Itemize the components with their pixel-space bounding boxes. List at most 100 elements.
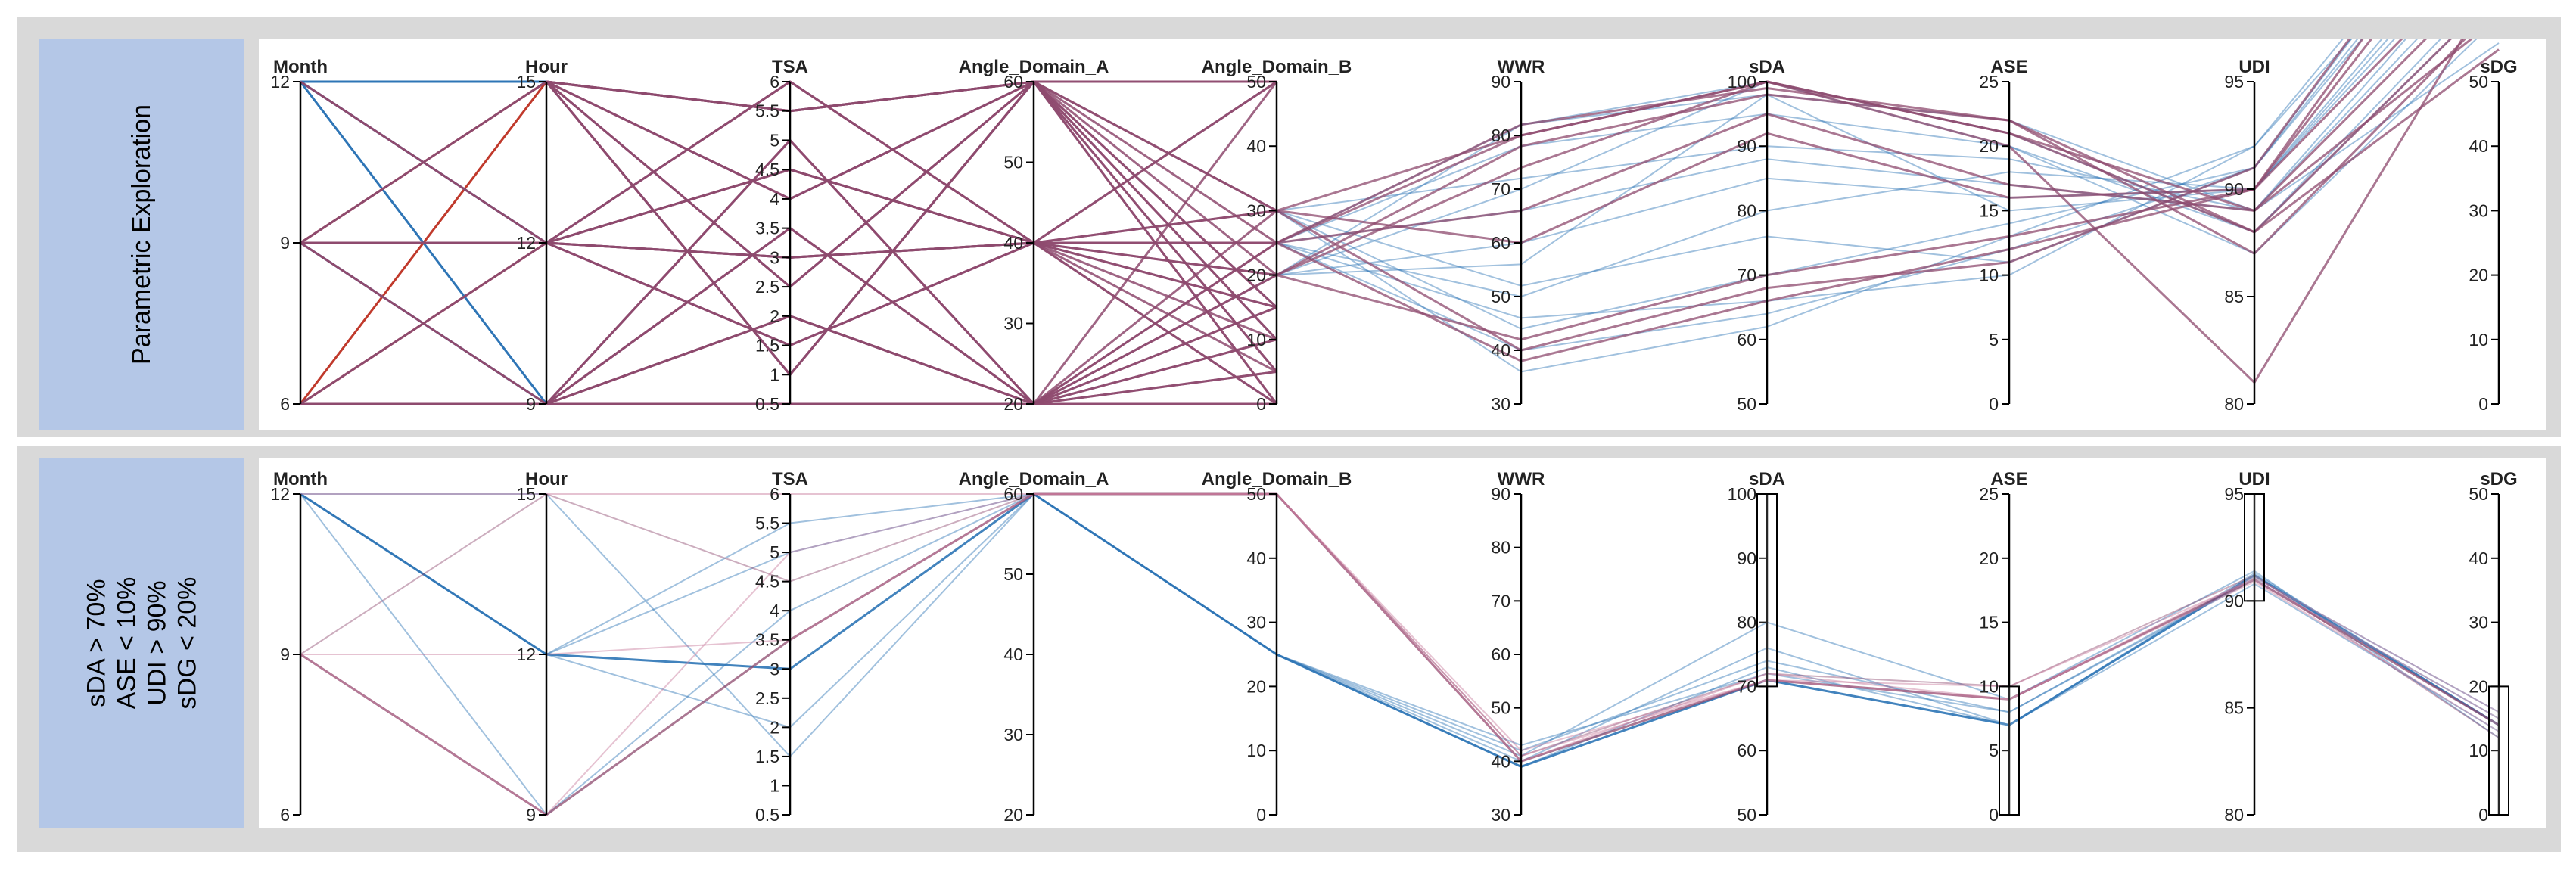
panel-2-tick-label: 9 bbox=[526, 805, 536, 825]
panel-2-tick-label: 50 bbox=[1737, 805, 1756, 825]
panel-1-tick-label: 30 bbox=[1246, 200, 1266, 220]
panel-1-blue-cont-line bbox=[1276, 0, 2424, 276]
panel-1-tick-label: 6 bbox=[280, 394, 290, 414]
panel-2-tick-label: 50 bbox=[2469, 484, 2488, 504]
panel-1-mauve-cont-line bbox=[1276, 0, 2492, 244]
panel-1-tick-label: 40 bbox=[2469, 136, 2488, 156]
panel-1-blue-cont-line bbox=[1276, 0, 2480, 244]
panel-2-tick-label: 60 bbox=[1737, 741, 1756, 760]
panel-2-tick-label: 50 bbox=[1246, 484, 1266, 504]
panel-1-blue-cont-line bbox=[1276, 0, 2432, 276]
panel-1-axes: Month 6 9 12 Hour 9 12 15 TSA 0.5 1 1.5 2 2.5 3 3.5 4 4.5… bbox=[270, 57, 2517, 414]
panel-2-tick-label: 90 bbox=[1491, 484, 1510, 504]
panel-1-axis-title: Angle_Domain_A bbox=[959, 57, 1109, 77]
panel-2-brush-sDA[interactable] bbox=[1756, 493, 1778, 688]
panel-1-mauve-discrete-line bbox=[546, 80, 1277, 259]
panel-1-tick-label: 1 bbox=[770, 365, 779, 384]
panel-1-mauve-discrete-line bbox=[546, 80, 1277, 212]
panel-2-tick-label: 20 bbox=[1979, 548, 1999, 568]
panel-1-tick-label: 9 bbox=[526, 394, 536, 414]
panel-1-tick-label: 0 bbox=[1256, 394, 1266, 414]
panel-2-axis-title: ASE bbox=[1990, 469, 2027, 489]
panel-1-axis-title: WWR bbox=[1498, 57, 1545, 77]
panel-2-tick-label: 0.5 bbox=[755, 805, 779, 825]
panel-2-tick-label: 40 bbox=[1246, 548, 1266, 568]
panel-2-brush-sDG[interactable] bbox=[2488, 685, 2509, 816]
panel-1-blue-cont-line bbox=[1276, 0, 2396, 330]
panel-1-tick-label: 70 bbox=[1737, 266, 1756, 285]
panel-2-s1-line bbox=[300, 492, 2500, 768]
panel-1-tick-label: 90 bbox=[1737, 136, 1756, 156]
panel-2-tick-label: 30 bbox=[2469, 613, 2488, 632]
panel-2-tick-label: 10 bbox=[1979, 676, 1999, 696]
panel-1-tick-label: 10 bbox=[1979, 266, 1999, 285]
panel-1-mauve-discrete-line bbox=[545, 139, 1277, 405]
panel-2-tick-label: 2 bbox=[770, 717, 779, 737]
panel-1-tick-label: 50 bbox=[1491, 287, 1510, 306]
panel-1-tick-label: 2.5 bbox=[755, 277, 779, 297]
panel-2-tick-label: 40 bbox=[1003, 645, 1023, 664]
panel-2-s2-line bbox=[300, 493, 2500, 757]
panel-2-axis-title: TSA bbox=[772, 469, 808, 489]
panel-1-lines bbox=[299, 0, 2500, 405]
panel-2-s6-line bbox=[300, 493, 2500, 768]
panel-2-tick-label: 1.5 bbox=[755, 747, 779, 766]
panel-1-tick-label: 80 bbox=[1737, 200, 1756, 220]
panel-1-tick-label: 5 bbox=[770, 130, 779, 150]
panel-1-mauve-discrete-line bbox=[545, 80, 1278, 376]
panel-2-axis-title: Angle_Domain_B bbox=[1202, 469, 1352, 489]
panel-1-blue-cont-line bbox=[1276, 17, 2500, 276]
panel-2-tick-label: 6 bbox=[770, 484, 779, 504]
panel-1-tick-label: 20 bbox=[1003, 394, 1023, 414]
panel-1-blue-cont-line bbox=[1276, 0, 2416, 297]
panel-1-mauve-cont-line bbox=[1276, 0, 2487, 384]
panel-1-tick-label: 30 bbox=[1491, 394, 1510, 414]
panel-1-tick-label: 40 bbox=[1491, 340, 1510, 360]
panel-2-s11-line bbox=[300, 493, 2500, 816]
panel-2-s9-line bbox=[300, 493, 2500, 752]
panel-2-tick-label: 5 bbox=[770, 542, 779, 562]
panel-1-mauve-discrete-line bbox=[546, 274, 1277, 405]
panel-1-tick-label: 0 bbox=[2478, 394, 2488, 414]
panel-2-brush-UDI[interactable] bbox=[2244, 493, 2265, 602]
panel-2-lines bbox=[300, 492, 2500, 816]
panel-1-axis-title: TSA bbox=[772, 57, 808, 77]
panel-2-tick-label: 90 bbox=[1737, 548, 1756, 568]
panel-2-tick-label: 30 bbox=[1246, 613, 1266, 632]
panel-2-tick-label: 0 bbox=[1989, 805, 1999, 825]
panel-1-tick-label: 10 bbox=[2469, 330, 2488, 350]
panel-2-s8-line bbox=[300, 493, 2500, 757]
panel-2-tick-label: 25 bbox=[1979, 484, 1999, 504]
panel-1-tick-label: 0.5 bbox=[755, 394, 779, 414]
panel-2-brush-ASE[interactable] bbox=[1999, 685, 2020, 816]
panel-1-tick-label: 20 bbox=[1979, 136, 1999, 156]
panel-1-mauve-cont-line bbox=[1276, 0, 2442, 244]
panel-2-parallel-coordinates-chart: Month 6 9 12 Hour 9 12 15 TSA 0.5 1 1.5 2 2.5 3 3.5 4 4.5… bbox=[270, 469, 2517, 825]
panel-2-tick-label: 20 bbox=[1003, 805, 1023, 825]
panel-1-mauve-cont-line bbox=[1276, 0, 2392, 362]
panel-1-tick-label: 80 bbox=[1491, 126, 1510, 145]
panel-1-mauve-cont-line bbox=[1276, 48, 2500, 244]
panel-2-s5-line bbox=[300, 493, 2500, 747]
panel-2-tick-label: 3 bbox=[770, 659, 779, 679]
panel-2-label-line: sDA > 70% bbox=[82, 579, 110, 707]
panel-2-tick-label: 0 bbox=[2478, 805, 2488, 825]
panel-2-axes: Month 6 9 12 Hour 9 12 15 TSA 0.5 1 1.5 2 2.5 3 3.5 4 4.5… bbox=[270, 469, 2517, 825]
panel-1-tick-label: 50 bbox=[1003, 153, 1023, 172]
panel-1-mauve-discrete-line bbox=[546, 168, 1277, 405]
panel-1-tick-label: 9 bbox=[280, 233, 290, 253]
panel-2-axis-title: sDG bbox=[2480, 469, 2517, 489]
panel-2-tick-label: 30 bbox=[1003, 725, 1023, 744]
panel-2-tick-label: 100 bbox=[1728, 484, 1756, 504]
panel-1-tick-label: 5 bbox=[1989, 330, 1999, 350]
panel-1-blue-cont-line bbox=[1276, 0, 2491, 276]
panel-2-tick-label: 6 bbox=[280, 805, 290, 825]
panel-1-tick-label: 12 bbox=[516, 233, 536, 253]
panel-2-tick-label: 2.5 bbox=[755, 688, 779, 708]
panel-2-tick-label: 40 bbox=[2469, 548, 2488, 568]
panel-1-tick-label: 30 bbox=[1003, 314, 1023, 334]
panel-1-tick-label: 70 bbox=[1491, 179, 1510, 199]
panel-2-label-line: sDG < 20% bbox=[173, 576, 201, 710]
panel-2-label-line: UDI > 90% bbox=[142, 580, 171, 706]
panel-2-tick-label: 0 bbox=[1256, 805, 1266, 825]
